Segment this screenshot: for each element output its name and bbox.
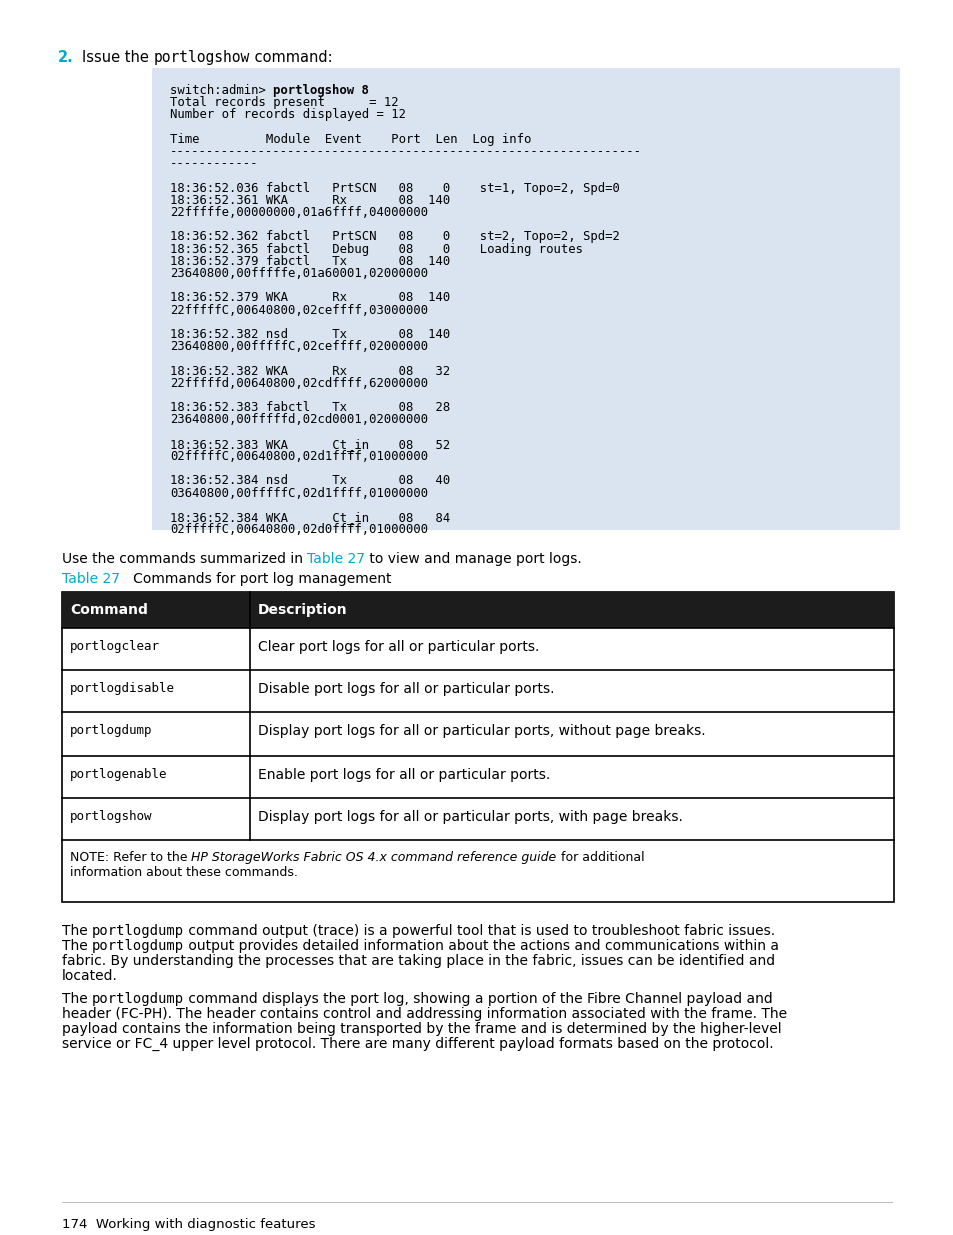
Text: portlogdump: portlogdump — [92, 939, 184, 953]
Text: Issue the: Issue the — [82, 49, 153, 65]
Text: portlogdump: portlogdump — [92, 992, 184, 1007]
Text: 22fffffd,00640800,02cdffff,62000000: 22fffffd,00640800,02cdffff,62000000 — [170, 377, 428, 390]
Text: Number of records displayed = 12: Number of records displayed = 12 — [170, 109, 406, 121]
Text: 22fffffC,00640800,02ceffff,03000000: 22fffffC,00640800,02ceffff,03000000 — [170, 304, 428, 316]
Bar — [62, 592, 893, 629]
Text: 18:36:52.382 WKA      Rx       08   32: 18:36:52.382 WKA Rx 08 32 — [170, 364, 450, 378]
Text: for additional: for additional — [557, 851, 643, 864]
Text: 18:36:52.384 WKA      Ct_in    08   84: 18:36:52.384 WKA Ct_in 08 84 — [170, 511, 450, 524]
Text: 174  Working with diagnostic features: 174 Working with diagnostic features — [62, 1218, 315, 1231]
Text: The: The — [62, 992, 92, 1007]
Text: service or FC_4 upper level protocol. There are many different payload formats b: service or FC_4 upper level protocol. Th… — [62, 1037, 773, 1051]
Text: information about these commands.: information about these commands. — [70, 866, 297, 879]
Text: 23640800,00fffffC,02ceffff,02000000: 23640800,00fffffC,02ceffff,02000000 — [170, 340, 428, 353]
Text: 22fffffe,00000000,01a6ffff,04000000: 22fffffe,00000000,01a6ffff,04000000 — [170, 206, 428, 219]
Text: 03640800,00fffffC,02d1ffff,01000000: 03640800,00fffffC,02d1ffff,01000000 — [170, 487, 428, 500]
Text: ----------------------------------------------------------------: ----------------------------------------… — [170, 144, 641, 158]
Text: fabric. By understanding the processes that are taking place in the fabric, issu: fabric. By understanding the processes t… — [62, 953, 774, 968]
Text: command:: command: — [250, 49, 332, 65]
Text: Commands for port log management: Commands for port log management — [120, 572, 391, 585]
Text: portlogclear: portlogclear — [70, 640, 160, 653]
Text: portlogenable: portlogenable — [70, 768, 168, 781]
Text: Clear port logs for all or particular ports.: Clear port logs for all or particular po… — [257, 640, 538, 655]
Text: Display port logs for all or particular ports, with page breaks.: Display port logs for all or particular … — [257, 810, 682, 824]
Text: The: The — [62, 939, 92, 953]
Text: Use the commands summarized in: Use the commands summarized in — [62, 552, 307, 566]
Text: 18:36:52.383 WKA      Ct_in    08   52: 18:36:52.383 WKA Ct_in 08 52 — [170, 437, 450, 451]
Text: 23640800,00fffffe,01a60001,02000000: 23640800,00fffffe,01a60001,02000000 — [170, 267, 428, 280]
Text: Display port logs for all or particular ports, without page breaks.: Display port logs for all or particular … — [257, 724, 705, 739]
Text: 18:36:52.361 WKA      Rx       08  140: 18:36:52.361 WKA Rx 08 140 — [170, 194, 450, 206]
Text: switch:admin>: switch:admin> — [170, 84, 273, 98]
Text: header (FC-PH). The header contains control and addressing information associate: header (FC-PH). The header contains cont… — [62, 1007, 786, 1021]
Text: command displays the port log, showing a portion of the Fibre Channel payload an: command displays the port log, showing a… — [184, 992, 772, 1007]
Text: 18:36:52.365 fabctl   Debug    08    0    Loading routes: 18:36:52.365 fabctl Debug 08 0 Loading r… — [170, 242, 582, 256]
Text: 02fffffC,00640800,02d1ffff,01000000: 02fffffC,00640800,02d1ffff,01000000 — [170, 450, 428, 463]
Text: Disable port logs for all or particular ports.: Disable port logs for all or particular … — [257, 682, 554, 697]
Text: 18:36:52.382 nsd      Tx       08  140: 18:36:52.382 nsd Tx 08 140 — [170, 329, 450, 341]
Text: 18:36:52.379 fabctl   Tx       08  140: 18:36:52.379 fabctl Tx 08 140 — [170, 254, 450, 268]
Bar — [62, 592, 893, 902]
Text: Description: Description — [257, 603, 347, 618]
Text: output provides detailed information about the actions and communications within: output provides detailed information abo… — [184, 939, 779, 953]
Text: 2.: 2. — [58, 49, 73, 65]
Text: HP StorageWorks Fabric OS 4.x command reference guide: HP StorageWorks Fabric OS 4.x command re… — [192, 851, 557, 864]
Text: 18:36:52.362 fabctl   PrtSCN   08    0    st=2, Topo=2, Spd=2: 18:36:52.362 fabctl PrtSCN 08 0 st=2, To… — [170, 231, 619, 243]
Text: 02fffffC,00640800,02d0ffff,01000000: 02fffffC,00640800,02d0ffff,01000000 — [170, 524, 428, 536]
Text: 18:36:52.383 fabctl   Tx       08   28: 18:36:52.383 fabctl Tx 08 28 — [170, 401, 450, 414]
Text: ------------: ------------ — [170, 157, 258, 170]
Text: portlogshow: portlogshow — [70, 810, 152, 823]
Text: portlogshow: portlogshow — [153, 49, 250, 65]
Text: portlogdisable: portlogdisable — [70, 682, 174, 695]
Text: payload contains the information being transported by the frame and is determine: payload contains the information being t… — [62, 1023, 781, 1036]
Text: 18:36:52.379 WKA      Rx       08  140: 18:36:52.379 WKA Rx 08 140 — [170, 291, 450, 304]
Text: NOTE: Refer to the: NOTE: Refer to the — [70, 851, 192, 864]
Text: portlogdump: portlogdump — [92, 924, 184, 939]
Text: portlogshow 8: portlogshow 8 — [273, 84, 369, 98]
Text: portlogdump: portlogdump — [70, 724, 152, 737]
Text: Enable port logs for all or particular ports.: Enable port logs for all or particular p… — [257, 768, 550, 782]
Text: command output (trace) is a powerful tool that is used to troubleshoot fabric is: command output (trace) is a powerful too… — [184, 924, 775, 939]
Text: Total records present      = 12: Total records present = 12 — [170, 96, 398, 109]
Text: located.: located. — [62, 969, 118, 983]
Text: to view and manage port logs.: to view and manage port logs. — [365, 552, 581, 566]
Bar — [152, 68, 899, 530]
Text: The: The — [62, 924, 92, 939]
Text: 18:36:52.384 nsd      Tx       08   40: 18:36:52.384 nsd Tx 08 40 — [170, 474, 450, 488]
Text: 18:36:52.036 fabctl   PrtSCN   08    0    st=1, Topo=2, Spd=0: 18:36:52.036 fabctl PrtSCN 08 0 st=1, To… — [170, 182, 619, 195]
Text: Time         Module  Event    Port  Len  Log info: Time Module Event Port Len Log info — [170, 133, 531, 146]
Text: 23640800,00fffffd,02cd0001,02000000: 23640800,00fffffd,02cd0001,02000000 — [170, 414, 428, 426]
Text: Command: Command — [70, 603, 148, 618]
Text: Table 27: Table 27 — [307, 552, 365, 566]
Text: Table 27: Table 27 — [62, 572, 120, 585]
